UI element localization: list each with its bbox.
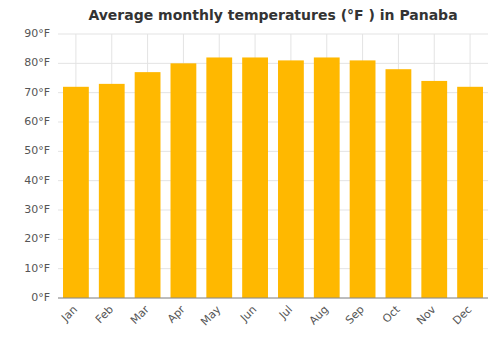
x-tick-label: Mar: [128, 303, 152, 327]
y-tick-label: 50°F: [24, 144, 50, 157]
x-tick-label: Jul: [276, 303, 295, 322]
x-axis-line: [58, 298, 488, 299]
bar: [206, 57, 232, 298]
x-tick-label: Nov: [414, 303, 439, 328]
bar: [278, 60, 304, 298]
y-tick-label: 0°F: [31, 291, 50, 304]
y-grid-line: [58, 34, 488, 35]
title: Average monthly temperatures (°F ) in Pa…: [88, 7, 457, 23]
grid: [58, 34, 488, 298]
bar: [457, 87, 483, 298]
x-tick-label: Jun: [237, 303, 259, 325]
y-tick-label: 80°F: [24, 56, 50, 69]
x-tick-label: Dec: [450, 303, 474, 327]
y-tick-label: 40°F: [24, 174, 50, 187]
y-grid-line: [58, 63, 488, 64]
bar: [421, 81, 447, 298]
bars: [63, 57, 483, 298]
x-tick-label: Aug: [307, 303, 331, 327]
y-tick-label: 60°F: [24, 115, 50, 128]
x-tick-label: Jan: [58, 303, 80, 325]
bar: [242, 57, 268, 298]
y-tick-label: 70°F: [24, 86, 50, 99]
x-tick-label: Sep: [343, 303, 367, 327]
y-tick-label: 20°F: [24, 232, 50, 245]
x-tick-label: May: [198, 303, 224, 329]
y-tick-label: 30°F: [24, 203, 50, 216]
y-grid-line: [58, 298, 488, 299]
bar: [135, 72, 161, 298]
bar: [99, 84, 125, 298]
y-tick-label: 10°F: [24, 262, 50, 275]
chart-container: 0°F 10°F 20°F 30°F 40°F 50°F 60°F 70°F 80°F 90°F J…: [0, 0, 500, 350]
x-tick-label: Apr: [165, 303, 188, 326]
x-tick-label: Feb: [93, 303, 116, 326]
bar: [314, 57, 340, 298]
bar: [63, 87, 89, 298]
bar: [386, 69, 412, 298]
ticks: 0°F 10°F 20°F 30°F 40°F 50°F 60°F 70°F 80°F 90°F J…: [24, 27, 474, 328]
y-tick-label: 90°F: [24, 27, 50, 40]
bar: [350, 60, 376, 298]
chart-svg: 0°F 10°F 20°F 30°F 40°F 50°F 60°F 70°F 80°F 90°F J…: [0, 0, 500, 350]
bar: [171, 63, 197, 298]
x-tick-label: Oct: [380, 303, 403, 326]
